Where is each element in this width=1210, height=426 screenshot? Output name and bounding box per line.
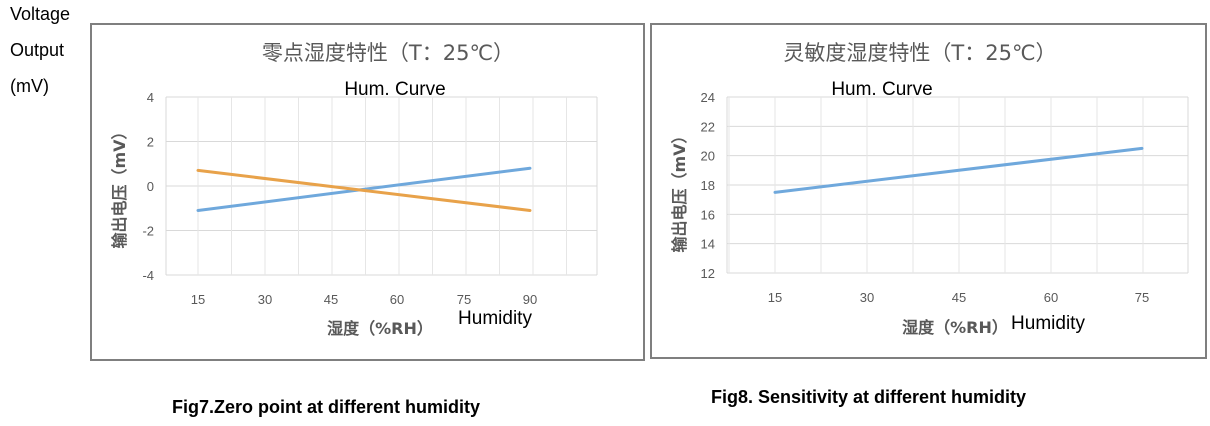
chart2-xtick-label: 45: [952, 290, 966, 305]
chart2-ytick-label: 24: [701, 90, 715, 105]
chart1-ytick-label: -4: [142, 268, 154, 283]
chart2-xlabel: 湿度（%RH）: [901, 318, 1008, 337]
chart2-ytick-label: 20: [701, 149, 715, 164]
chart1-xlabel: 湿度（%RH）: [326, 319, 433, 338]
chart1-ylabel: 输出电压（mV）: [110, 123, 129, 248]
chart1-xtick-label: 90: [523, 292, 537, 307]
y-unit-label-line3: (mV): [10, 76, 49, 96]
chart1-ytick-label: 2: [147, 135, 154, 150]
chart2-ytick-label: 22: [701, 119, 715, 134]
chart2-ytick-label: 16: [701, 207, 715, 222]
chart1-title: 零点湿度特性（T：25℃）: [262, 41, 514, 65]
chart1-xtick-label: 15: [191, 292, 205, 307]
chart2-xtick-label: 30: [860, 290, 874, 305]
chart2-title: 灵敏度湿度特性（T：25℃）: [783, 41, 1056, 65]
chart1-ytick-label: 4: [147, 90, 154, 105]
chart2-overlay-title: Hum. Curve: [831, 79, 932, 100]
chart2-ylabel: 输出电压（mV）: [670, 127, 689, 252]
chart2-ytick-label: 18: [701, 178, 715, 193]
chart1-ytick-label: 0: [147, 179, 154, 194]
chart2-ytick-label: 12: [701, 266, 715, 281]
chart1-xlabel-overlay: Humidity: [458, 308, 532, 329]
y-unit-label-line1: Voltage: [10, 4, 71, 24]
y-unit-label-line2: Output: [10, 40, 65, 60]
chart1-xtick-label: 60: [390, 292, 404, 307]
chart1-overlay-title: Hum. Curve: [344, 79, 445, 100]
chart2-series-line-1: [773, 146, 1144, 194]
chart2-xtick-label: 60: [1044, 290, 1058, 305]
chart2-xtick-label: 75: [1135, 290, 1149, 305]
chart2-ytick-label: 14: [701, 237, 715, 252]
chart1-xtick-label: 75: [457, 292, 471, 307]
chart2-frame: [650, 23, 1207, 359]
chart1-xtick-label: 30: [258, 292, 272, 307]
chart2-xtick-label: 15: [768, 290, 782, 305]
chart1-series-line-2: [196, 168, 532, 212]
chart1-ytick-label: -2: [142, 224, 154, 239]
chart2-xlabel-overlay: Humidity: [1011, 313, 1085, 334]
chart1-xtick-label: 45: [324, 292, 338, 307]
chart2-caption: Fig8. Sensitivity at different humidity: [711, 387, 1027, 407]
chart1-caption: Fig7.Zero point at different humidity: [172, 397, 480, 417]
